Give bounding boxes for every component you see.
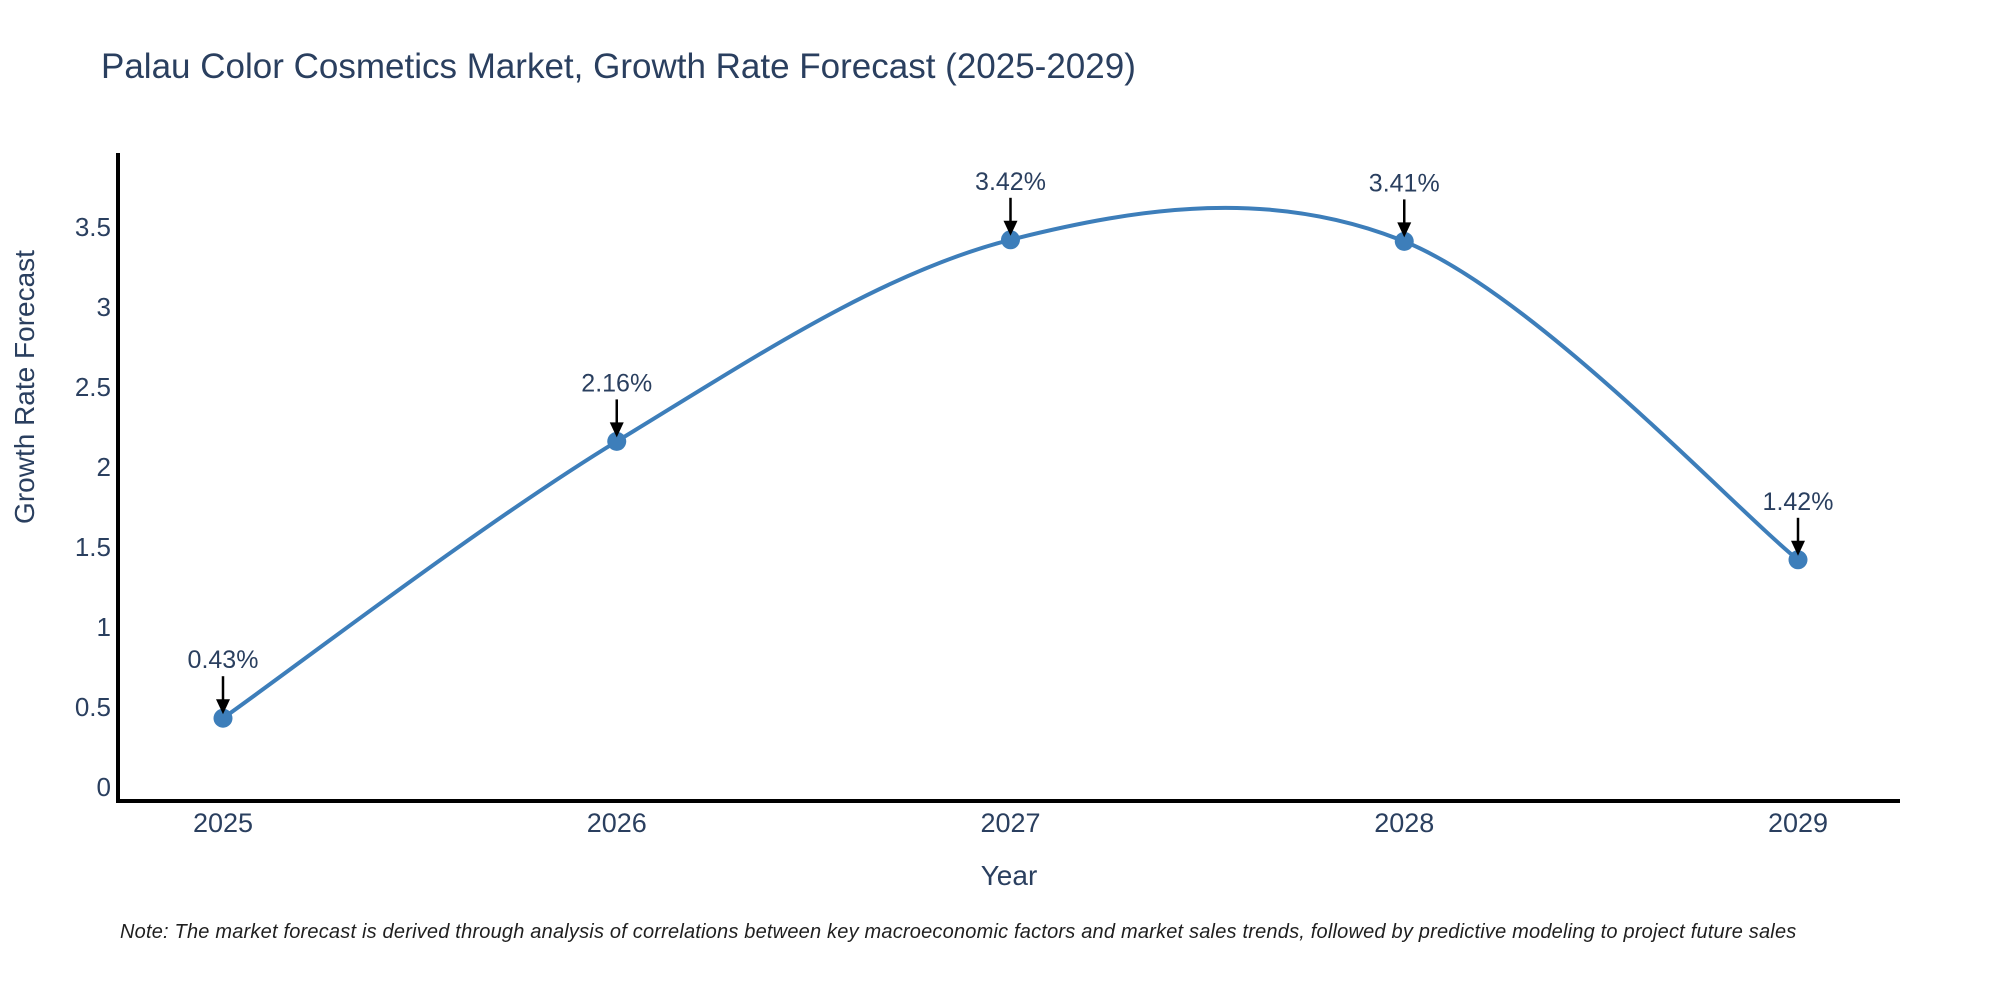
annotation-label: 3.42% (975, 168, 1046, 196)
y-tick-label: 0 (97, 772, 111, 802)
data-point[interactable] (1394, 231, 1414, 251)
y-axis-title: Growth Rate Forecast (9, 250, 40, 524)
point-annotation: 2.16% (581, 369, 652, 438)
annotation-label: 1.42% (1763, 488, 1834, 516)
y-tick-label: 1.5 (75, 532, 111, 562)
data-point[interactable] (607, 431, 627, 451)
annotation-arrow-head-icon (1791, 540, 1805, 556)
x-tick-label: 2026 (587, 808, 647, 838)
point-annotation: 3.41% (1369, 169, 1440, 238)
forecast-line (221, 205, 1800, 721)
point-annotation: 0.43% (188, 646, 259, 715)
x-tick-label: 2025 (193, 808, 253, 838)
annotation-arrow-head-icon (216, 699, 230, 715)
x-tick-label: 2028 (1374, 808, 1434, 838)
annotation-arrow-head-icon (1397, 222, 1412, 238)
point-annotations: 0.43% 2.16% 3.42% 3.41% 1.42% (188, 168, 1834, 715)
annotation-label: 2.16% (581, 369, 652, 397)
data-point[interactable] (213, 708, 233, 728)
y-tick-label: 3 (97, 292, 111, 322)
data-point[interactable] (1001, 230, 1020, 250)
y-tick-label: 0.5 (75, 692, 111, 722)
x-axis-tick-labels: 2025 2026 2027 2028 2029 (193, 808, 1828, 838)
y-tick-label: 2 (97, 452, 111, 482)
annotation-arrow-head-icon (1003, 220, 1018, 236)
x-tick-label: 2027 (980, 808, 1040, 838)
y-tick-label: 3.5 (75, 212, 111, 242)
data-point[interactable] (1788, 550, 1808, 570)
point-annotation: 1.42% (1763, 488, 1834, 556)
y-tick-label: 1 (97, 612, 111, 642)
y-tick-label: 2.5 (75, 372, 111, 402)
annotation-arrow-head-icon (609, 422, 624, 438)
y-axis-tick-labels: 0 0.5 1 1.5 2 2.5 3 3.5 (75, 212, 111, 802)
annotation-label: 3.41% (1369, 169, 1440, 197)
chart-title: Palau Color Cosmetics Market, Growth Rat… (101, 47, 1136, 86)
annotation-label: 0.43% (188, 646, 259, 674)
axes (116, 153, 1900, 803)
x-tick-label: 2029 (1768, 808, 1828, 838)
point-annotation: 3.42% (975, 168, 1046, 236)
data-points (213, 230, 1808, 728)
x-axis-title: Year (981, 860, 1038, 891)
footnote: Note: The market forecast is derived thr… (120, 921, 1797, 943)
